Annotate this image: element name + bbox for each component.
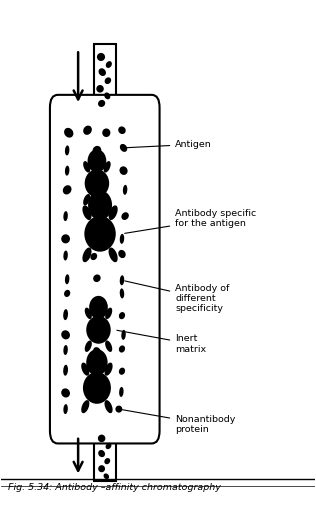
Ellipse shape (86, 316, 111, 344)
Ellipse shape (63, 309, 68, 320)
Ellipse shape (104, 92, 110, 99)
Ellipse shape (64, 211, 68, 221)
Ellipse shape (118, 250, 126, 258)
Ellipse shape (105, 308, 112, 319)
Ellipse shape (104, 194, 111, 205)
Ellipse shape (105, 363, 112, 376)
Ellipse shape (97, 53, 105, 61)
Ellipse shape (109, 247, 118, 262)
Ellipse shape (123, 185, 127, 195)
Ellipse shape (64, 250, 68, 261)
Text: Antibody of
different
specificity: Antibody of different specificity (125, 281, 230, 313)
Ellipse shape (88, 190, 112, 220)
Ellipse shape (104, 458, 110, 464)
Ellipse shape (104, 473, 109, 479)
Ellipse shape (105, 77, 111, 84)
Bar (94, 44, 116, 110)
Ellipse shape (99, 68, 106, 76)
Text: Inert
matrix: Inert matrix (117, 330, 206, 354)
Ellipse shape (98, 465, 105, 472)
Ellipse shape (102, 129, 110, 137)
Ellipse shape (61, 330, 70, 339)
Ellipse shape (93, 146, 101, 155)
Ellipse shape (83, 161, 90, 173)
Ellipse shape (64, 345, 68, 355)
Ellipse shape (104, 161, 111, 173)
Ellipse shape (85, 340, 92, 352)
Ellipse shape (120, 144, 127, 152)
Ellipse shape (85, 308, 92, 319)
Ellipse shape (81, 400, 89, 413)
Ellipse shape (106, 443, 112, 449)
Ellipse shape (93, 274, 101, 282)
Ellipse shape (120, 275, 124, 285)
Ellipse shape (105, 340, 112, 352)
Ellipse shape (65, 166, 70, 176)
Ellipse shape (119, 166, 128, 175)
Ellipse shape (88, 149, 106, 173)
Ellipse shape (64, 404, 68, 414)
Ellipse shape (120, 289, 124, 298)
Ellipse shape (63, 185, 71, 195)
Ellipse shape (83, 194, 90, 205)
Ellipse shape (115, 405, 122, 412)
Ellipse shape (63, 365, 68, 376)
Ellipse shape (65, 145, 70, 155)
Ellipse shape (106, 61, 112, 68)
Ellipse shape (118, 126, 126, 134)
Ellipse shape (89, 296, 108, 319)
Ellipse shape (119, 387, 124, 397)
Ellipse shape (109, 205, 118, 220)
Ellipse shape (83, 125, 92, 135)
Ellipse shape (121, 212, 129, 220)
Ellipse shape (119, 345, 125, 353)
Text: Fig. 5.34: Antibody –affinity chromatography: Fig. 5.34: Antibody –affinity chromatogr… (8, 483, 221, 492)
Ellipse shape (81, 363, 89, 376)
Ellipse shape (98, 435, 105, 442)
Ellipse shape (61, 388, 70, 397)
Ellipse shape (105, 400, 112, 413)
Bar (94, 431, 116, 482)
Ellipse shape (119, 368, 125, 375)
Ellipse shape (96, 85, 104, 92)
Text: Antigen: Antigen (125, 140, 212, 149)
Ellipse shape (65, 274, 70, 284)
Ellipse shape (93, 347, 100, 355)
Ellipse shape (64, 128, 73, 138)
Ellipse shape (98, 450, 105, 457)
Ellipse shape (82, 205, 92, 220)
Ellipse shape (119, 312, 125, 319)
Text: Nonantibody
protein: Nonantibody protein (122, 409, 236, 434)
Ellipse shape (61, 234, 70, 243)
Ellipse shape (85, 169, 109, 197)
Ellipse shape (83, 372, 111, 404)
Text: Antibody specific
for the antigen: Antibody specific for the antigen (125, 209, 257, 233)
Ellipse shape (121, 330, 126, 340)
FancyBboxPatch shape (50, 95, 160, 443)
Ellipse shape (86, 349, 108, 376)
Ellipse shape (64, 290, 70, 297)
Ellipse shape (98, 100, 105, 107)
Ellipse shape (90, 253, 97, 260)
Ellipse shape (120, 234, 124, 244)
Ellipse shape (82, 247, 92, 262)
Ellipse shape (84, 216, 116, 251)
